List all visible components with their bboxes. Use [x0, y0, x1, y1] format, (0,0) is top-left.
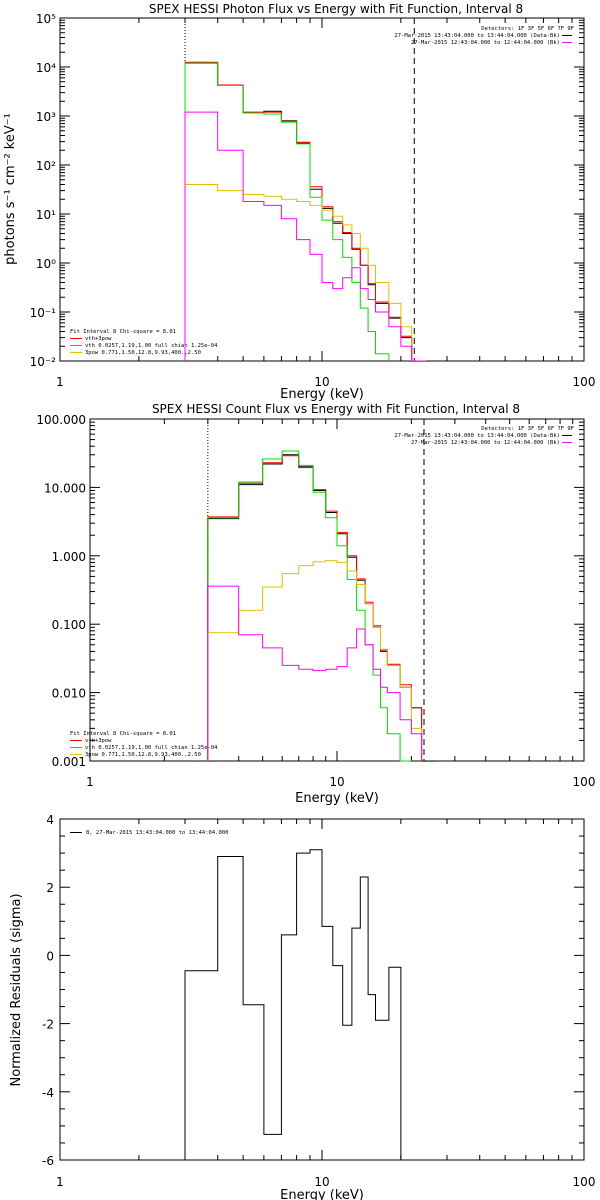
series-line-3 [207, 560, 436, 762]
photon-flux-title: SPEX HESSI Photon Flux vs Energy with Fi… [149, 2, 523, 16]
count-flux-frame [89, 418, 585, 762]
y-tick-label: 4 [46, 813, 54, 827]
series-line-2 [184, 62, 427, 362]
x-tick-label: 1 [86, 775, 94, 789]
series-line-3 [184, 184, 427, 362]
count-flux-panel: SPEX HESSI Count Flux vs Energy with Fit… [36, 402, 595, 806]
x-tick-label: 10 [314, 1175, 329, 1189]
series-line-2 [207, 450, 436, 762]
residuals-ylabel: Normalized Residuals (sigma) [9, 893, 24, 1086]
count-flux-title: SPEX HESSI Count Flux vs Energy with Fit… [152, 402, 520, 416]
legend-bk-interval-2: 27-Mar-2015 12:43:04.000 to 12:44:04.000… [411, 440, 560, 446]
photon-flux-panel: SPEX HESSI Photon Flux vs Energy with Fi… [3, 2, 595, 402]
series-line-1 [207, 455, 436, 762]
legend-detectors: Detectors: 1F 3F 5F 6F 7F 9F [481, 26, 574, 32]
x-tick-label: 1 [56, 375, 64, 389]
count-flux-legend-right: Detectors: 1F 3F 5F 6F 7F 9F 27-Mar-2015… [394, 426, 574, 446]
photon-flux-legend-left: Fit Interval 8 Chi-square = 8.01 vth+3po… [70, 329, 218, 356]
y-tick-label: 10³ [36, 110, 56, 124]
series-line-0 [184, 62, 427, 362]
legend-fit-interval-2: Fit Interval 8 Chi-square = 8.01 [70, 731, 176, 737]
y-tick-label: 100.000 [36, 413, 86, 427]
y-tick-label: -4 [42, 1086, 54, 1100]
legend-total-fit-label-2: vth+3pow [85, 738, 112, 744]
y-tick-label: 10⁻¹ [30, 306, 57, 320]
series-line-0 [207, 454, 436, 762]
y-tick-label: 10² [36, 159, 56, 173]
y-tick-label: 10⁵ [36, 12, 56, 26]
residuals-panel: Energy (keV) Normalized Residuals (sigma… [9, 813, 595, 1200]
series-line-1 [184, 61, 427, 362]
legend-fit-interval: Fit Interval 8 Chi-square = 8.01 [70, 329, 176, 335]
legend-thermal-label: vth 0.0257,1.19,1.00 full chian 1.25e-04 [85, 343, 218, 349]
count-flux-xlabel: Energy (keV) [295, 791, 379, 806]
y-tick-label: 0.001 [52, 755, 86, 769]
series-line-4 [207, 585, 436, 762]
count-flux-legend-left: Fit Interval 8 Chi-square = 8.01 vth+3po… [70, 731, 218, 758]
x-tick-label: 10 [314, 375, 329, 389]
x-tick-label: 10 [329, 775, 344, 789]
x-tick-label: 100 [573, 775, 596, 789]
residuals-xlabel: Energy (keV) [280, 1188, 364, 1200]
series-line-4 [184, 111, 427, 362]
legend-data-interval: 27-Mar-2015 13:43:04.000 to 13:44:04.000… [394, 33, 560, 39]
legend-total-fit-label: vth+3pow [85, 336, 112, 342]
y-tick-label: 10⁰ [36, 257, 56, 271]
y-tick-label: 10¹ [36, 208, 56, 222]
legend-power-label-2: 3pow 0.771,1.50,12.8,9.93,400.,2.50 [85, 752, 201, 758]
legend-bk-interval: 27-Mar-2015 12:43:04.000 to 12:44:04.000… [411, 40, 560, 46]
legend-data-interval-2: 27-Mar-2015 13:43:04.000 to 13:44:04.000… [394, 433, 560, 439]
legend-thermal-label-2: vth 0.0257,1.19,1.00 full chian 1.25e-04 [85, 745, 218, 751]
legend-detectors-2: Detectors: 1F 3F 5F 6F 7F 9F [481, 426, 574, 432]
y-tick-label: 0.100 [52, 618, 86, 632]
y-tick-label: 10.000 [44, 481, 86, 495]
x-tick-label: 100 [573, 1175, 596, 1189]
y-tick-label: 2 [46, 881, 54, 895]
y-tick-label: 1.000 [52, 550, 86, 564]
y-tick-label: 0.010 [52, 687, 86, 701]
y-tick-label: -6 [42, 1154, 54, 1168]
residuals-legend-label: 8, 27-Mar-2015 13:43:04.000 to 13:44:04.… [86, 830, 228, 836]
legend-power-label: 3pow 0.771,1.50,12.8,9.93,400.,2.50 [85, 350, 201, 356]
y-tick-label: -2 [42, 1018, 54, 1032]
x-tick-label: 100 [573, 375, 596, 389]
photon-flux-ylabel: photons s⁻¹ cm⁻² keV⁻¹ [3, 113, 18, 265]
photon-flux-xlabel: Energy (keV) [280, 387, 364, 402]
y-tick-label: 0 [46, 949, 54, 963]
x-tick-label: 1 [56, 1175, 64, 1189]
series-line-0 [184, 849, 402, 1160]
y-tick-label: 10⁴ [36, 61, 56, 75]
y-tick-label: 10⁻² [30, 355, 57, 369]
photon-flux-legend-right: Detectors: 1F 3F 5F 6F 7F 9F 27-Mar-2015… [394, 26, 574, 46]
